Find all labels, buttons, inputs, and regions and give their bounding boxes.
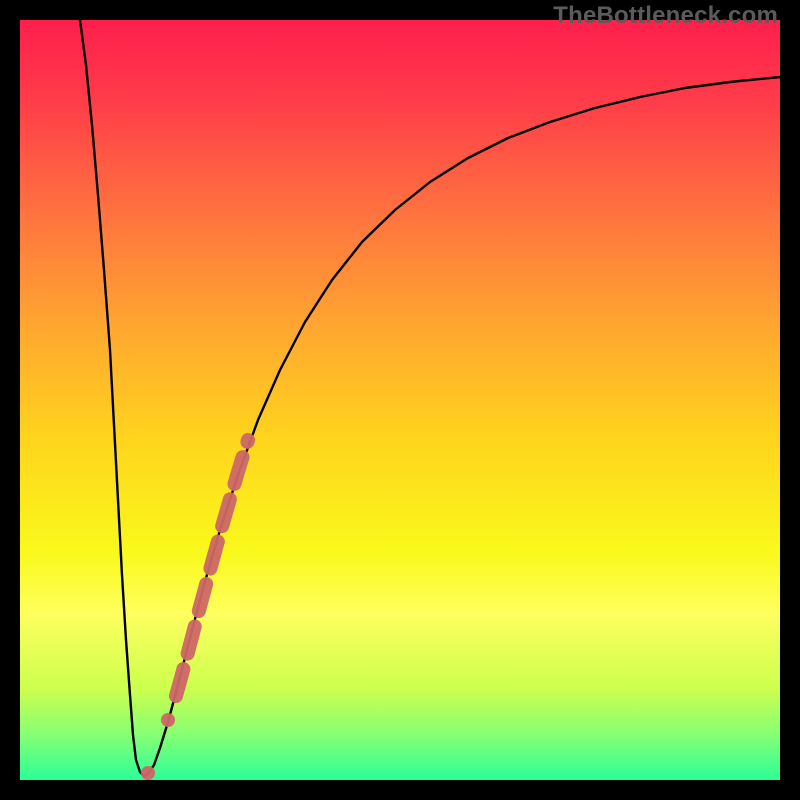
highlight-segment: [176, 440, 248, 696]
highlight-gap-dot: [161, 713, 175, 727]
watermark-text: TheBottleneck.com: [553, 2, 778, 30]
chart-stage: TheBottleneck.com: [0, 0, 800, 800]
curve-layer: [20, 20, 780, 780]
highlight-dot: [141, 766, 155, 780]
